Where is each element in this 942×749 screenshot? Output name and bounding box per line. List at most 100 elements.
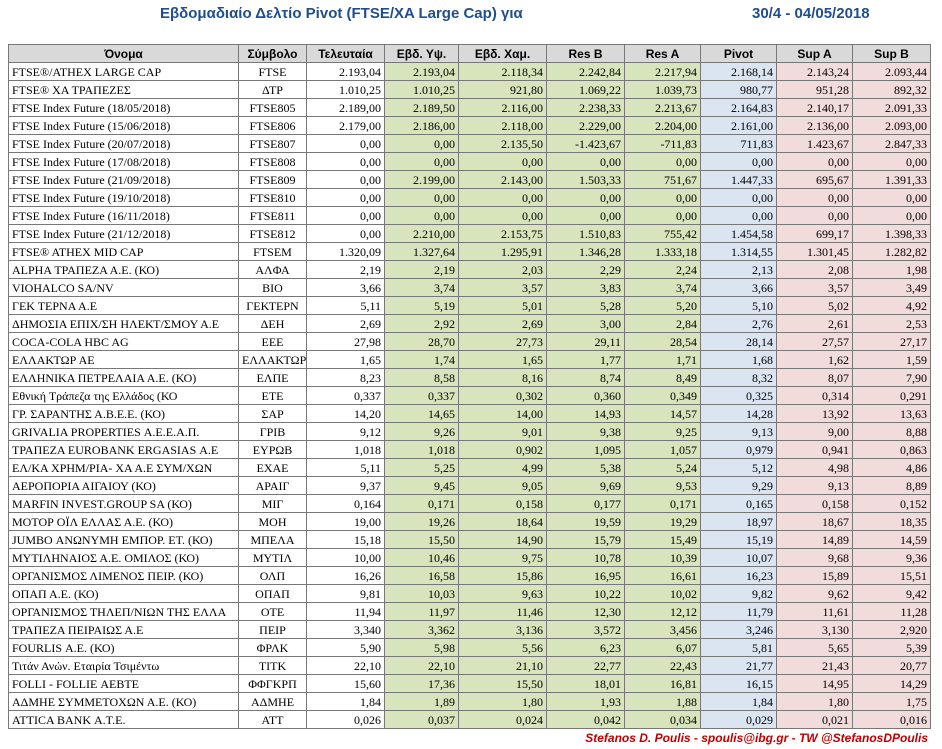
table-cell: 1,68 bbox=[700, 350, 777, 369]
table-cell: 14,65 bbox=[384, 404, 459, 423]
table-cell: 5,11 bbox=[306, 296, 385, 315]
table-cell: ΟΡΓΑΝΙΣΜΟΣ ΤΗΛΕΠ/ΝΙΩΝ ΤΗΣ ΕΛΛΑ bbox=[8, 602, 239, 621]
table-row: VIOHALCO SA/NV ΒΙΟ 3,66 3,74 3,57 3,83 3,74 3,6… bbox=[8, 278, 931, 297]
table-cell: 9,26 bbox=[384, 422, 459, 441]
table-cell: ΟΠΑΠ bbox=[238, 584, 307, 603]
table-cell: 1.391,33 bbox=[852, 170, 931, 189]
table-cell: 2.118,34 bbox=[458, 62, 547, 81]
table-cell: 1,62 bbox=[776, 350, 853, 369]
table-row: FOLLI - FOLLIE ΑΕΒΤΕ ΦΦΓΚΡΠ 15,60 17,36 15,5… bbox=[8, 674, 931, 693]
table-cell: 0,00 bbox=[700, 206, 777, 225]
table-cell: 2.847,33 bbox=[852, 134, 931, 153]
table-cell: 11,94 bbox=[306, 602, 385, 621]
table-cell: ΟΛΠ bbox=[238, 566, 307, 585]
table-cell: 3,49 bbox=[852, 278, 931, 297]
table-cell: 16,58 bbox=[384, 566, 459, 585]
table-cell: 9,13 bbox=[776, 476, 853, 495]
table-cell: FTSE® ΧΑ ΤΡΑΠΕΖΕΣ bbox=[8, 80, 239, 99]
table-cell: ΑΔΜΗΕ bbox=[238, 692, 307, 711]
table-cell: 3,246 bbox=[700, 620, 777, 639]
table-cell: 1,75 bbox=[852, 692, 931, 711]
table-cell: 8,49 bbox=[624, 368, 701, 387]
table-cell: 0,337 bbox=[306, 386, 385, 405]
table-cell: 2.193,04 bbox=[306, 62, 385, 81]
table-cell: 10,07 bbox=[700, 548, 777, 567]
table-cell: 1.295,91 bbox=[458, 242, 547, 261]
table-row: ΤΡΑΠΕΖΑ ΠΕΙΡΑΙΩΣ Α.Ε ΠΕΙΡ 3,340 3,362 3,136 3… bbox=[8, 620, 931, 639]
table-row: FTSE® ΧΑ ΤΡΑΠΕΖΕΣ ΔΤΡ 1.010,25 1.010,25 921,… bbox=[8, 80, 931, 99]
table-cell: 10,78 bbox=[546, 548, 625, 567]
table-cell: 3,66 bbox=[700, 278, 777, 297]
table-cell: 0,941 bbox=[776, 440, 853, 459]
column-header: Όνομα bbox=[8, 44, 239, 63]
table-cell: 1,84 bbox=[306, 692, 385, 711]
table-cell: FTSE Index Future (18/05/2018) bbox=[8, 98, 239, 117]
table-cell: ΔΕΗ bbox=[238, 314, 307, 333]
table-row: FTSE Index Future (21/09/2018) FTSE809 0,0… bbox=[8, 170, 931, 189]
table-row: ΜΥΤΙΛΗΝΑΙΟΣ Α.Ε. ΟΜΙΛΟΣ (ΚΟ) ΜΥΤΙΛ 10,00 10… bbox=[8, 548, 931, 567]
table-cell: 16,26 bbox=[306, 566, 385, 585]
table-cell: 3,57 bbox=[776, 278, 853, 297]
table-cell: 1.010,25 bbox=[384, 80, 459, 99]
table-cell: 2.136,00 bbox=[776, 116, 853, 135]
table-row: ΔΗΜΟΣΙΑ ΕΠΙΧ/ΣΗ ΗΛΕΚΤ/ΣΜΟΥ Α.Ε ΔΕΗ 2,69 2,9… bbox=[8, 314, 931, 333]
table-cell: 9,13 bbox=[700, 422, 777, 441]
table-cell: 21,10 bbox=[458, 656, 547, 675]
table-cell: 6,07 bbox=[624, 638, 701, 657]
table-cell: 3,340 bbox=[306, 620, 385, 639]
table-cell: 1.301,45 bbox=[776, 242, 853, 261]
table-cell: 4,98 bbox=[776, 458, 853, 477]
table-cell: 11,79 bbox=[700, 602, 777, 621]
table-cell: 0,00 bbox=[458, 188, 547, 207]
table-cell: 0,00 bbox=[546, 152, 625, 171]
table-row: Τιτάν Ανών. Εταιρία Τσιμέντω ΤΙΤΚ 22,10 22,… bbox=[8, 656, 931, 675]
table-cell: 0,00 bbox=[306, 224, 385, 243]
table-cell: 0,00 bbox=[776, 206, 853, 225]
table-cell: ΑΕΡΟΠΟΡΙΑ ΑΙΓΑΙΟΥ (ΚΟ) bbox=[8, 476, 239, 495]
table-cell: 0,00 bbox=[458, 152, 547, 171]
table-cell: 1,80 bbox=[458, 692, 547, 711]
column-header: Εβδ. Υψ. bbox=[384, 44, 459, 63]
table-row: Εθνική Τράπεζα της Ελλάδος (ΚΟ ΕΤΕ 0,337 0,… bbox=[8, 386, 931, 405]
table-cell: 8,23 bbox=[306, 368, 385, 387]
table-cell: 28,14 bbox=[700, 332, 777, 351]
table-cell: 15,50 bbox=[458, 674, 547, 693]
table-cell: 1,65 bbox=[306, 350, 385, 369]
table-cell: FTSE Index Future (17/08/2018) bbox=[8, 152, 239, 171]
table-cell: ΑΤΤ bbox=[238, 710, 307, 729]
table-cell: 5,81 bbox=[700, 638, 777, 657]
table-cell: 0,00 bbox=[700, 188, 777, 207]
table-cell: 9,38 bbox=[546, 422, 625, 441]
table-cell: VIOHALCO SA/NV bbox=[8, 278, 239, 297]
table-cell: 15,50 bbox=[384, 530, 459, 549]
table-cell: FOLLI - FOLLIE ΑΕΒΤΕ bbox=[8, 674, 239, 693]
table-cell: ΜΥΤΙΛΗΝΑΙΟΣ Α.Ε. ΟΜΙΛΟΣ (ΚΟ) bbox=[8, 548, 239, 567]
table-cell: 3,456 bbox=[624, 620, 701, 639]
table-cell: FTSE810 bbox=[238, 188, 307, 207]
table-cell: 8,07 bbox=[776, 368, 853, 387]
table-cell: 0,00 bbox=[852, 206, 931, 225]
table-cell: ALPHA ΤΡΑΠΕΖΑ Α.Ε. (ΚΟ) bbox=[8, 260, 239, 279]
table-cell: 2.238,33 bbox=[546, 98, 625, 117]
table-cell: 3,136 bbox=[458, 620, 547, 639]
table-cell: ΓΕΚ ΤΕΡΝΑ Α.Ε bbox=[8, 296, 239, 315]
table-cell: 2,19 bbox=[306, 260, 385, 279]
table-cell: 0,029 bbox=[700, 710, 777, 729]
table-cell: FTSE807 bbox=[238, 134, 307, 153]
table-cell: Εθνική Τράπεζα της Ελλάδος (ΚΟ bbox=[8, 386, 239, 405]
table-cell: 2.140,17 bbox=[776, 98, 853, 117]
table-cell: 1.314,55 bbox=[700, 242, 777, 261]
table-cell: 9,01 bbox=[458, 422, 547, 441]
table-cell: 16,95 bbox=[546, 566, 625, 585]
table-cell: ΟΡΓΑΝΙΣΜΟΣ ΛΙΜΕΝΟΣ ΠΕΙΡ. (ΚΟ) bbox=[8, 566, 239, 585]
table-row: MARFIN INVEST.GROUP SA (ΚΟ) ΜΙΓ 0,164 0,171… bbox=[8, 494, 931, 513]
table-cell: 2.242,84 bbox=[546, 62, 625, 81]
table-cell: 0,00 bbox=[852, 152, 931, 171]
table-cell: 1.510,83 bbox=[546, 224, 625, 243]
table-cell: 11,46 bbox=[458, 602, 547, 621]
header-row: Όνομα Σύμβολο Τελευταία Εβδ. Υψ. Εβδ. Χαμ. Re… bbox=[8, 44, 931, 63]
table-cell: ΜΥΤΙΛ bbox=[238, 548, 307, 567]
table-cell: 4,92 bbox=[852, 296, 931, 315]
table-cell: ΕΛΛΑΚΤΩΡ ΑΕ bbox=[8, 350, 239, 369]
table-cell: 17,36 bbox=[384, 674, 459, 693]
